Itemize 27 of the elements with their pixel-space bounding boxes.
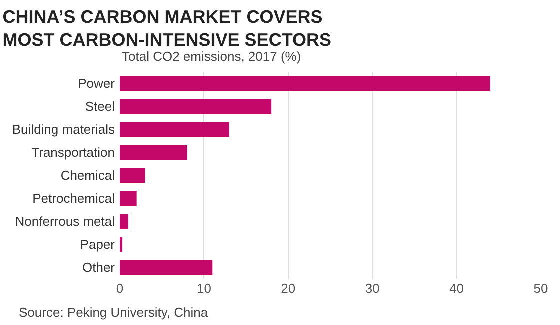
y-tick-label: Chemical <box>60 168 116 184</box>
bar <box>120 191 137 206</box>
y-tick-label: Paper <box>80 237 116 252</box>
bar <box>120 122 230 137</box>
y-tick-label: Transportation <box>32 145 115 160</box>
x-tick-label: 10 <box>196 281 212 296</box>
x-tick-label: 50 <box>534 281 548 296</box>
chart-subtitle: Total CO2 emissions, 2017 (%) <box>122 49 302 64</box>
bar <box>120 260 213 275</box>
y-tick-label: Steel <box>85 99 116 114</box>
y-tick-label: Petrochemical <box>32 191 116 206</box>
bar <box>120 99 272 114</box>
x-tick-label: 30 <box>365 281 380 296</box>
bar <box>120 76 490 91</box>
y-tick-label: Building materials <box>12 122 116 138</box>
bar <box>120 214 128 229</box>
y-tick-label: Other <box>82 260 116 276</box>
x-tick-label: 0 <box>116 281 124 296</box>
y-tick-label: Power <box>78 76 116 92</box>
bar <box>120 168 146 183</box>
x-tick-label: 40 <box>450 281 464 296</box>
x-tick-label: 20 <box>281 281 296 296</box>
bar <box>120 237 123 252</box>
chart-title: CHINA’S CARBON MARKET COVERS MOST CARBON-INTENSIVE SECTORS <box>2 6 332 50</box>
y-tick-label: Nonferrous metal <box>15 214 116 230</box>
bar <box>120 145 188 160</box>
source-note: Source: Peking University, China <box>19 305 209 320</box>
